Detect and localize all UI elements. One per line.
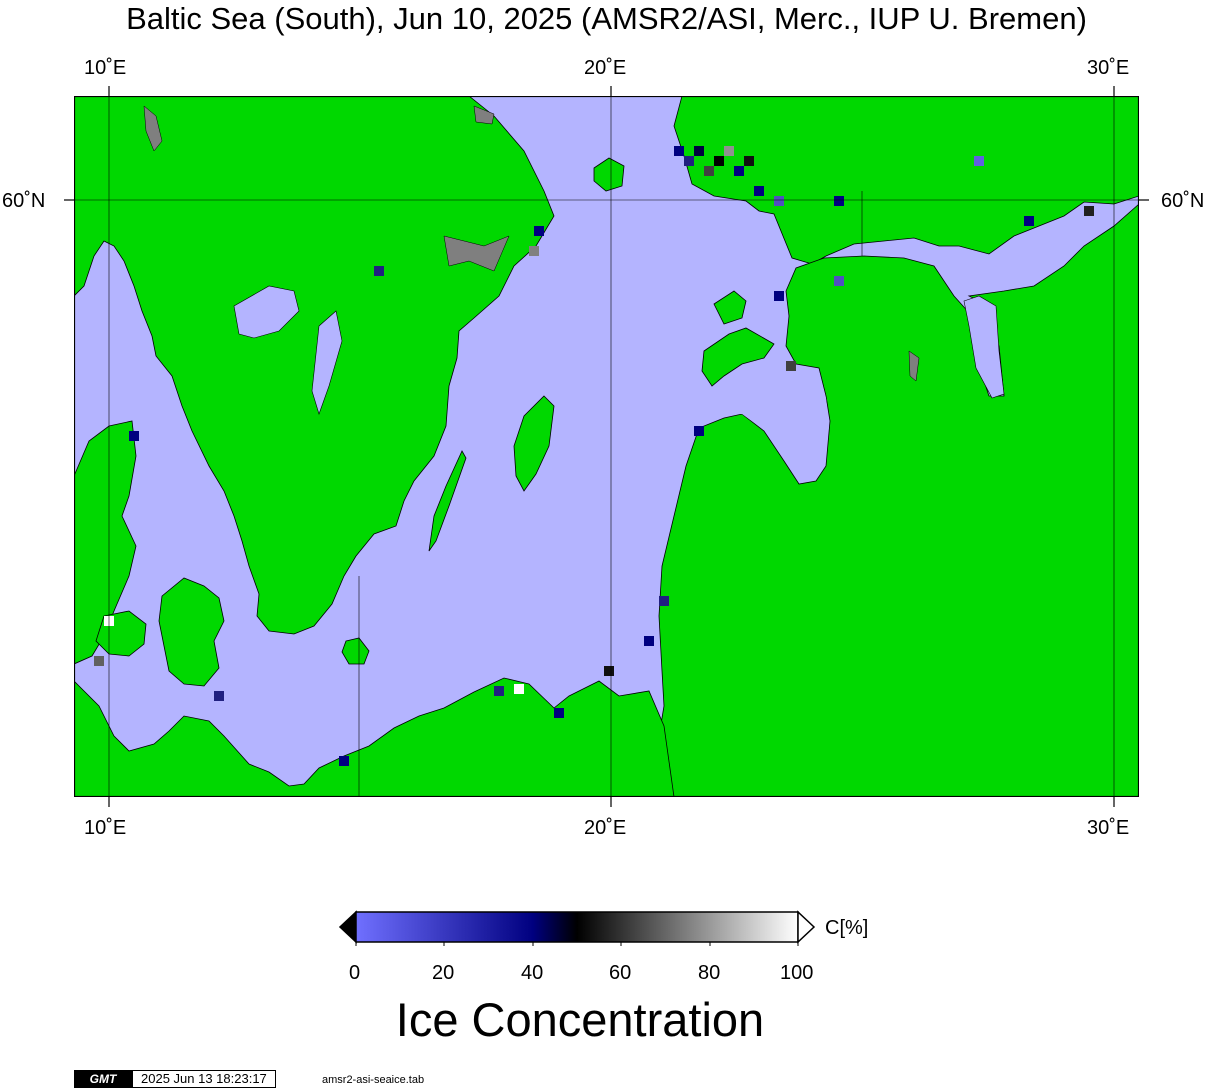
map-canvas (74, 96, 1139, 797)
lake-vanern (233, 285, 300, 339)
land-aland (593, 157, 625, 192)
no-data-patch (443, 235, 510, 272)
colorbar-tick-label: 0 (349, 962, 361, 984)
colorbar-tick-label: 40 (521, 962, 544, 984)
map-border (74, 96, 1139, 797)
land-zealand (158, 577, 225, 687)
lon-tick-label-top: 10˚E (84, 57, 127, 79)
land-scandinavia (74, 96, 555, 635)
lon-tick-label-bottom: 30˚E (1087, 817, 1130, 839)
colorbar-tick-label: 80 (698, 962, 721, 984)
land-oland (428, 450, 467, 552)
no-data-patch (908, 350, 920, 382)
lon-tick-label-top: 30˚E (1087, 57, 1130, 79)
graticule (74, 96, 1139, 797)
colorbar-tick-label: 20 (432, 962, 455, 984)
lon-tick-label-bottom: 10˚E (84, 817, 127, 839)
lon-tick-label-bottom: 20˚E (584, 817, 627, 839)
lat-tick-label-left: 60˚N (2, 190, 46, 212)
land-jutland (74, 420, 137, 665)
colorbar-tick-label: 100 (780, 962, 814, 984)
lon-tick-label-top: 20˚E (584, 57, 627, 79)
colorbar-unit-label: C[%] (825, 917, 869, 939)
gulf-of-riga (734, 366, 829, 481)
gmt-logo: GMT (74, 1070, 132, 1088)
colorbar-tick-label: 60 (609, 962, 632, 984)
lake-vattern (311, 310, 343, 415)
colorbar-gradient (355, 911, 799, 943)
lake-peipus (963, 295, 1005, 399)
map-title: Baltic Sea (South), Jun 10, 2025 (AMSR2/… (126, 1, 1087, 36)
colorbar (338, 910, 816, 946)
colorbar-underflow-triangle (338, 910, 357, 944)
source-file-label: amsr2-asi-seaice.tab (322, 1074, 425, 1086)
colorbar-title: Ice Concentration (395, 993, 765, 1046)
colorbar-overflow-triangle (797, 910, 816, 944)
land-south-coast (74, 677, 675, 797)
axis-ticks (64, 86, 1149, 807)
lat-tick-label-right: 60˚N (1161, 190, 1205, 212)
land-hiiumaa (713, 290, 747, 325)
no-data-patch (473, 105, 495, 125)
timestamp-label: 2025 Jun 13 18:23:17 (132, 1070, 276, 1088)
land-gotland (513, 395, 555, 492)
land-finland (673, 96, 1139, 265)
no-data-patch (143, 105, 163, 152)
land-saaremaa (701, 327, 775, 387)
map-panel[interactable] (74, 96, 1139, 797)
